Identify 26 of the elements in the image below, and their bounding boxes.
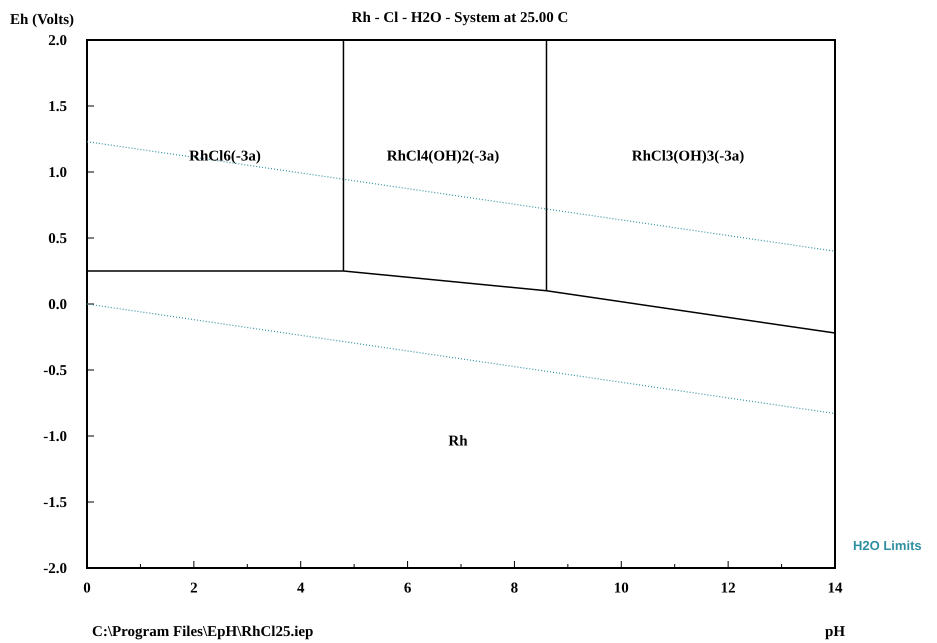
y-tick-label: 1.0 [48,164,67,181]
x-tick-label: 12 [720,580,736,597]
chart-title: Rh - Cl - H2O - System at 25.00 C [352,10,568,26]
y-tick-label: 1.5 [48,98,67,115]
y-tick-label: 0.0 [48,296,67,313]
x-tick-label: 4 [296,580,305,597]
text: C:\Program Files\EpH\RhCl25.iep [92,624,314,640]
text: H2O Limits [853,538,922,553]
x-tick-label: 8 [510,580,518,597]
x-tick-label: 14 [828,580,843,597]
x-tick-label: 6 [404,580,412,597]
y-tick-label: -2.0 [43,560,67,577]
y-tick-label: -1.5 [43,494,67,511]
x-axis-title: pH [824,624,846,640]
annotation: Rh [448,433,468,450]
annotation: RhCl4(OH)2(-3a) [386,148,500,164]
y-tick-label: 2.0 [48,32,67,49]
y-tick-label: -0.5 [43,362,67,379]
y-axis-title: Eh (Volts) [10,12,74,28]
annotation: RhCl3(OH)3(-3a) [632,148,744,164]
annotation: RhCl6(-3a) [189,148,261,164]
x-tick-label: 0 [83,580,91,597]
y-tick-label: -1.0 [43,428,67,445]
x-tick-label: 2 [190,580,198,597]
x-tick-label: 10 [614,580,629,597]
y-tick-label: 0.5 [48,230,67,247]
